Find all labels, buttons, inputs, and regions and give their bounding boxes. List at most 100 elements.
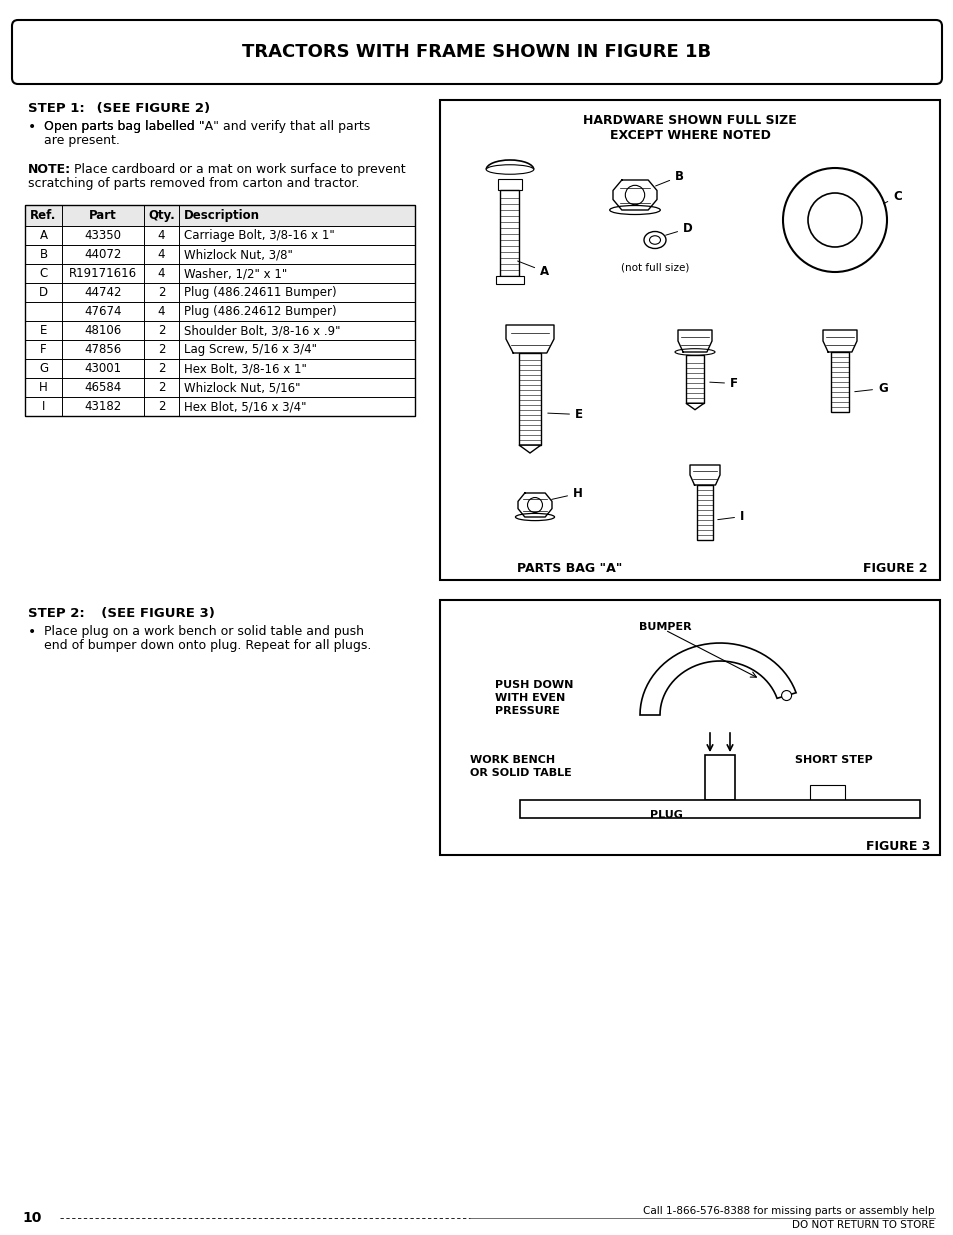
Ellipse shape — [643, 231, 665, 248]
Bar — [496, 275, 524, 284]
Text: Plug (486.24611 Bumper): Plug (486.24611 Bumper) — [184, 287, 336, 299]
Text: Ref.: Ref. — [30, 209, 56, 222]
Bar — [439, 600, 939, 855]
Text: F: F — [709, 377, 738, 390]
Polygon shape — [685, 404, 703, 410]
Text: 4: 4 — [157, 228, 165, 242]
Ellipse shape — [609, 205, 659, 215]
Text: 46584: 46584 — [84, 382, 121, 394]
Text: 2: 2 — [157, 362, 165, 375]
Text: (SEE FIGURE 2): (SEE FIGURE 2) — [91, 103, 210, 115]
Text: Lag Screw, 5/16 x 3/4": Lag Screw, 5/16 x 3/4" — [184, 343, 316, 356]
Text: H: H — [39, 382, 48, 394]
Text: 47674: 47674 — [84, 305, 122, 317]
Text: 2: 2 — [157, 400, 165, 412]
Text: Hex Blot, 5/16 x 3/4": Hex Blot, 5/16 x 3/4" — [184, 400, 306, 412]
Text: 43350: 43350 — [85, 228, 121, 242]
Text: 2: 2 — [157, 287, 165, 299]
Polygon shape — [639, 643, 795, 715]
Circle shape — [807, 193, 862, 247]
Ellipse shape — [515, 514, 554, 521]
Text: 4: 4 — [157, 267, 165, 280]
Text: E: E — [547, 408, 582, 421]
Text: Description: Description — [184, 209, 260, 222]
Text: (not full size): (not full size) — [620, 262, 688, 272]
Circle shape — [624, 185, 644, 205]
Polygon shape — [518, 445, 540, 453]
Text: Place plug on a work bench or solid table and push: Place plug on a work bench or solid tabl… — [44, 625, 364, 638]
Ellipse shape — [675, 348, 714, 356]
Text: C: C — [39, 267, 48, 280]
Text: 2: 2 — [157, 324, 165, 337]
Text: •: • — [28, 120, 36, 135]
Text: A: A — [39, 228, 48, 242]
Text: DO NOT RETURN TO STORE: DO NOT RETURN TO STORE — [791, 1220, 934, 1230]
Text: 48106: 48106 — [84, 324, 121, 337]
Text: Carriage Bolt, 3/8-16 x 1": Carriage Bolt, 3/8-16 x 1" — [184, 228, 335, 242]
Polygon shape — [613, 180, 657, 210]
Bar — [518, 353, 540, 445]
Text: Whizlock Nut, 5/16": Whizlock Nut, 5/16" — [184, 382, 300, 394]
Text: EXCEPT WHERE NOTED: EXCEPT WHERE NOTED — [609, 128, 770, 142]
Bar — [830, 352, 848, 412]
Bar — [704, 755, 734, 800]
Circle shape — [781, 690, 791, 700]
Text: 47856: 47856 — [84, 343, 121, 356]
Polygon shape — [678, 330, 711, 352]
Text: FIGURE 3: FIGURE 3 — [864, 841, 929, 853]
Text: STEP 1:: STEP 1: — [28, 103, 85, 115]
Text: 44742: 44742 — [84, 287, 122, 299]
Text: D: D — [665, 222, 692, 235]
Ellipse shape — [486, 164, 533, 174]
FancyBboxPatch shape — [12, 20, 941, 84]
Polygon shape — [505, 325, 554, 353]
Text: 10: 10 — [22, 1212, 41, 1225]
Text: BUMPER: BUMPER — [638, 622, 691, 632]
Bar — [25, 205, 415, 416]
Text: WORK BENCH: WORK BENCH — [470, 755, 555, 764]
Text: Shoulder Bolt, 3/8-16 x .9": Shoulder Bolt, 3/8-16 x .9" — [184, 324, 340, 337]
Text: D: D — [39, 287, 48, 299]
Text: B: B — [655, 170, 683, 186]
Text: Place cardboard or a mat on work surface to prevent: Place cardboard or a mat on work surface… — [70, 163, 405, 177]
Text: I: I — [42, 400, 45, 412]
Text: HARDWARE SHOWN FULL SIZE: HARDWARE SHOWN FULL SIZE — [582, 114, 796, 126]
Polygon shape — [517, 493, 552, 517]
Bar — [25, 205, 415, 226]
Text: FIGURE 2: FIGURE 2 — [862, 562, 927, 574]
Text: Hex Bolt, 3/8-16 x 1": Hex Bolt, 3/8-16 x 1" — [184, 362, 307, 375]
Text: C: C — [882, 190, 901, 204]
Text: SHORT STEP: SHORT STEP — [794, 755, 872, 764]
Text: G: G — [39, 362, 48, 375]
Bar — [439, 100, 939, 580]
Bar — [697, 485, 712, 540]
Text: 43182: 43182 — [84, 400, 121, 412]
Text: PARTS BAG "A": PARTS BAG "A" — [517, 562, 622, 574]
Text: PUSH DOWN: PUSH DOWN — [495, 680, 573, 690]
Text: 4: 4 — [157, 305, 165, 317]
Text: B: B — [39, 248, 48, 261]
Text: H: H — [551, 487, 582, 500]
Text: G: G — [854, 382, 887, 395]
Text: E: E — [40, 324, 47, 337]
Text: Open parts bag labelled ": Open parts bag labelled " — [44, 120, 204, 133]
Circle shape — [782, 168, 886, 272]
Text: Washer, 1/2" x 1": Washer, 1/2" x 1" — [184, 267, 287, 280]
Text: 2: 2 — [157, 343, 165, 356]
Text: Qty.: Qty. — [148, 209, 174, 222]
Text: end of bumper down onto plug. Repeat for all plugs.: end of bumper down onto plug. Repeat for… — [44, 638, 371, 652]
Bar — [497, 179, 522, 190]
Text: Open parts bag labelled "A" and verify that all parts: Open parts bag labelled "A" and verify t… — [44, 120, 370, 133]
Text: I: I — [717, 510, 743, 522]
Text: 43001: 43001 — [85, 362, 121, 375]
Text: TRACTORS WITH FRAME SHOWN IN FIGURE 1B: TRACTORS WITH FRAME SHOWN IN FIGURE 1B — [242, 43, 711, 61]
Text: F: F — [40, 343, 47, 356]
Polygon shape — [822, 330, 856, 352]
Text: WITH EVEN: WITH EVEN — [495, 693, 565, 703]
Text: NOTE:: NOTE: — [28, 163, 71, 177]
Bar — [685, 356, 703, 404]
Text: Plug (486.24612 Bumper): Plug (486.24612 Bumper) — [184, 305, 336, 317]
Text: 4: 4 — [157, 248, 165, 261]
Text: OR SOLID TABLE: OR SOLID TABLE — [470, 768, 571, 778]
Text: Whizlock Nut, 3/8": Whizlock Nut, 3/8" — [184, 248, 293, 261]
